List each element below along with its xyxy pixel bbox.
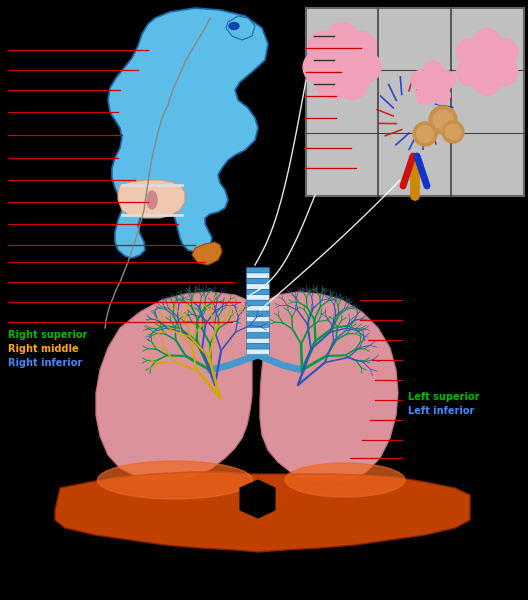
Circle shape bbox=[411, 71, 429, 89]
FancyBboxPatch shape bbox=[247, 305, 269, 311]
Circle shape bbox=[456, 38, 483, 65]
Circle shape bbox=[474, 29, 501, 56]
Circle shape bbox=[308, 31, 340, 63]
FancyBboxPatch shape bbox=[247, 316, 269, 322]
Circle shape bbox=[336, 67, 368, 99]
FancyBboxPatch shape bbox=[247, 289, 269, 295]
Polygon shape bbox=[108, 8, 268, 258]
Text: Right superior: Right superior bbox=[8, 330, 87, 340]
Circle shape bbox=[433, 110, 453, 130]
Text: Left superior: Left superior bbox=[408, 392, 479, 402]
Polygon shape bbox=[118, 180, 185, 218]
FancyBboxPatch shape bbox=[247, 333, 269, 338]
Ellipse shape bbox=[229, 22, 239, 29]
Circle shape bbox=[445, 124, 461, 140]
Ellipse shape bbox=[98, 461, 252, 499]
Circle shape bbox=[413, 122, 437, 146]
FancyBboxPatch shape bbox=[247, 278, 269, 284]
Circle shape bbox=[416, 86, 434, 104]
Polygon shape bbox=[240, 480, 275, 518]
Polygon shape bbox=[192, 242, 222, 265]
Circle shape bbox=[442, 121, 464, 143]
Text: Left inferior: Left inferior bbox=[408, 406, 474, 416]
Circle shape bbox=[437, 71, 455, 89]
Polygon shape bbox=[226, 16, 255, 40]
Circle shape bbox=[326, 22, 358, 55]
Circle shape bbox=[429, 106, 457, 134]
FancyBboxPatch shape bbox=[247, 268, 269, 273]
Circle shape bbox=[432, 86, 450, 104]
FancyBboxPatch shape bbox=[306, 8, 524, 196]
Circle shape bbox=[303, 51, 335, 83]
Polygon shape bbox=[260, 292, 398, 482]
FancyBboxPatch shape bbox=[247, 344, 269, 349]
FancyBboxPatch shape bbox=[247, 284, 269, 289]
Ellipse shape bbox=[285, 463, 405, 497]
Circle shape bbox=[344, 31, 376, 63]
FancyBboxPatch shape bbox=[247, 295, 269, 301]
FancyBboxPatch shape bbox=[247, 311, 269, 317]
Circle shape bbox=[417, 125, 433, 142]
Circle shape bbox=[316, 67, 348, 99]
FancyBboxPatch shape bbox=[247, 328, 269, 333]
Circle shape bbox=[475, 50, 499, 74]
Text: Right middle: Right middle bbox=[8, 344, 79, 354]
FancyBboxPatch shape bbox=[247, 300, 269, 306]
Circle shape bbox=[456, 58, 483, 85]
FancyBboxPatch shape bbox=[247, 322, 269, 328]
Text: Right inferior: Right inferior bbox=[8, 358, 82, 368]
Circle shape bbox=[491, 38, 517, 65]
FancyBboxPatch shape bbox=[247, 349, 269, 355]
Ellipse shape bbox=[147, 191, 157, 209]
Polygon shape bbox=[55, 472, 470, 552]
FancyBboxPatch shape bbox=[247, 338, 269, 344]
Circle shape bbox=[474, 68, 501, 95]
Circle shape bbox=[425, 76, 441, 92]
Circle shape bbox=[424, 61, 442, 80]
FancyBboxPatch shape bbox=[247, 273, 269, 278]
Polygon shape bbox=[96, 292, 252, 480]
Circle shape bbox=[349, 51, 381, 83]
Circle shape bbox=[327, 47, 356, 76]
Circle shape bbox=[491, 58, 517, 85]
